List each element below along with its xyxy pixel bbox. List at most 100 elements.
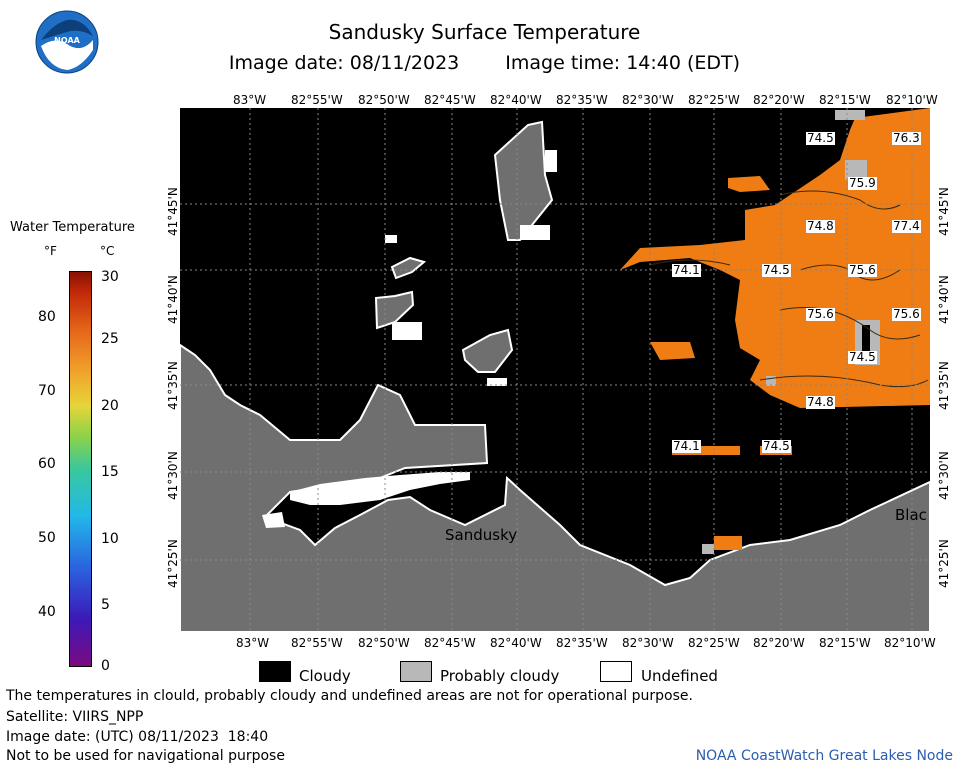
island-bass-2 [390, 256, 427, 280]
undefined-bay [290, 472, 470, 505]
lat-tick-right: 41°30'N [937, 451, 951, 500]
lat-tick-left: 41°40'N [166, 275, 180, 324]
lon-tick-bottom: 82°15'W [819, 636, 871, 650]
city-label-sandusky: Sandusky [445, 526, 518, 544]
warm-water-north [728, 176, 770, 192]
lat-tick-left: 41°25'N [166, 539, 180, 588]
warm-water-strip-1 [672, 446, 740, 455]
temp-label: 74.5 [806, 131, 835, 145]
lon-tick-bottom: 82°40'W [490, 636, 542, 650]
temp-label: 76.3 [892, 131, 921, 145]
legend-f-tick: 80 [38, 309, 56, 325]
logo-text: NOAA [54, 36, 80, 45]
key-undefined-label: Undefined [641, 667, 718, 685]
temp-label: 74.5 [848, 350, 877, 364]
legend-c-tick: 30 [101, 269, 119, 285]
legend-c-tick: 15 [101, 464, 119, 480]
city-label-blac: Blac [895, 506, 927, 524]
legend-title: Water Temperature [10, 220, 135, 235]
key-undefined-swatch [600, 661, 632, 682]
footer-credit: NOAA CoastWatch Great Lakes Node [695, 748, 953, 764]
lon-tick-top: 82°35'W [556, 93, 608, 107]
lon-tick-top: 82°25'W [688, 93, 740, 107]
temp-label: 74.5 [762, 263, 791, 277]
legend-c-tick: 0 [101, 658, 110, 674]
temp-label: 75.6 [848, 263, 877, 277]
key-probably-cloudy-label: Probably cloudy [440, 667, 560, 685]
legend-c-tick: 20 [101, 398, 119, 414]
undefined-bay-2 [262, 512, 285, 528]
land-south-shore [179, 343, 931, 633]
probably-cloudy-4 [766, 376, 776, 386]
footer-note: The temperatures in clould, probably clo… [6, 688, 693, 704]
image-datetime: Image date: 08/11/2023 Image time: 14:40… [0, 52, 969, 74]
lon-tick-bottom: 82°50'W [358, 636, 410, 650]
legend-c-tick: 5 [101, 597, 110, 613]
key-probably-cloudy-swatch [400, 661, 432, 682]
temp-label: 74.1 [672, 439, 701, 453]
legend-f-unit: °F [44, 244, 57, 258]
undefined-patch-3 [545, 150, 557, 172]
lon-tick-top: 83°W [233, 93, 267, 107]
isotherm-contours [649, 190, 929, 388]
footer-utc-date: Image date: (UTC) 08/11/2023 18:40 [6, 729, 269, 745]
legend-f-tick: 70 [38, 383, 56, 399]
legend-f-tick: 50 [38, 530, 56, 546]
lon-tick-bottom: 83°W [236, 636, 270, 650]
page-title: Sandusky Surface Temperature [328, 20, 641, 44]
legend-c-tick: 25 [101, 331, 119, 347]
lon-tick-bottom: 82°25'W [688, 636, 740, 650]
probably-cloudy-3 [835, 110, 865, 120]
undefined-patch-2 [520, 225, 550, 240]
temp-label: 74.1 [672, 263, 701, 277]
lon-tick-bottom: 82°30'W [622, 636, 674, 650]
island-pelee-south [461, 328, 514, 373]
legend-f-tick: 60 [38, 456, 56, 472]
legend-c-unit: °C [100, 244, 115, 258]
lat-tick-right: 41°45'N [937, 187, 951, 236]
lat-tick-right: 41°40'N [937, 275, 951, 324]
lon-tick-top: 82°40'W [490, 93, 542, 107]
noaa-logo: NOAA [35, 10, 99, 74]
temp-label: 77.4 [892, 219, 921, 233]
image-time: Image time: 14:40 (EDT) [505, 52, 741, 74]
lat-tick-right: 41°25'N [937, 539, 951, 588]
temp-label: 75.6 [892, 307, 921, 321]
legend-c-tick: 10 [101, 531, 119, 547]
lat-tick-right: 41°35'N [937, 361, 951, 410]
temp-label: 74.8 [806, 219, 835, 233]
legend-f-tick: 40 [38, 604, 56, 620]
graticule [180, 108, 930, 632]
lon-tick-bottom: 82°55'W [291, 636, 343, 650]
lat-tick-left: 41°45'N [166, 187, 180, 236]
lat-tick-left: 41°35'N [166, 361, 180, 410]
key-cloudy-swatch [259, 661, 291, 682]
lon-tick-top: 82°50'W [358, 93, 410, 107]
warm-water-west [650, 342, 695, 360]
probably-cloudy-1 [845, 160, 867, 180]
temp-label: 75.9 [848, 176, 877, 190]
lon-tick-top: 82°15'W [819, 93, 871, 107]
temp-label: 74.8 [806, 395, 835, 409]
undefined-patch-5 [487, 378, 507, 386]
cloud-hole [862, 325, 870, 355]
footer-nav-warning: Not to be used for navigational purpose [6, 748, 285, 764]
lon-tick-top: 82°30'W [622, 93, 674, 107]
temperature-colorbar [69, 271, 92, 667]
probably-cloudy-5 [702, 544, 714, 554]
warm-water-shore [714, 536, 742, 550]
lon-tick-top: 82°45'W [424, 93, 476, 107]
footer-satellite: Satellite: VIIRS_NPP [6, 709, 144, 725]
lon-tick-bottom: 82°20'W [753, 636, 805, 650]
lon-tick-bottom: 82°10'W [884, 636, 936, 650]
lon-tick-top: 82°20'W [753, 93, 805, 107]
lon-tick-top: 82°10'W [886, 93, 938, 107]
lon-tick-top: 82°55'W [291, 93, 343, 107]
image-date: Image date: 08/11/2023 [228, 52, 460, 74]
lon-tick-bottom: 82°35'W [556, 636, 608, 650]
undefined-patch-4 [385, 235, 397, 243]
lat-tick-left: 41°30'N [166, 451, 180, 500]
key-cloudy-label: Cloudy [299, 667, 351, 685]
lon-tick-bottom: 82°45'W [424, 636, 476, 650]
